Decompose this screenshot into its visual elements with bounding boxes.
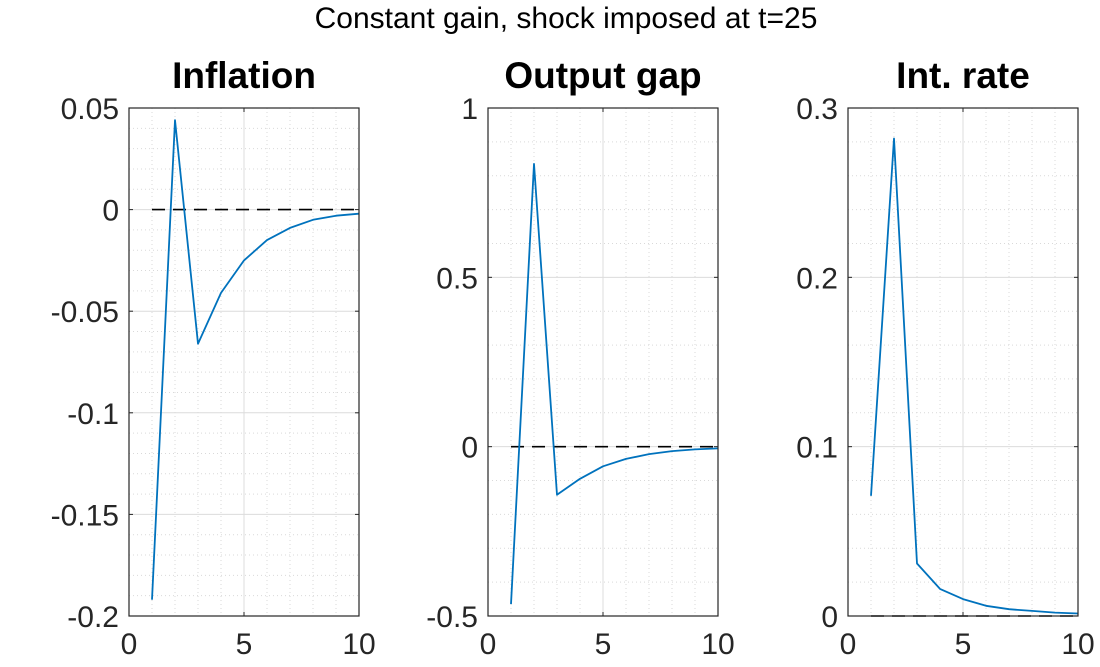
y-tick-label: -0.1 — [67, 398, 119, 431]
x-tick-label: 10 — [1061, 628, 1094, 661]
x-tick-label: 0 — [840, 628, 857, 661]
minor-grid — [488, 108, 718, 616]
panel-inflation: 0 5 10 -0.2 -0.15 -0.1 -0.05 0 0.05 Inflation — [51, 55, 376, 661]
tick-marks — [487, 107, 719, 617]
minor-grid — [848, 108, 1078, 616]
series-line-output-gap — [510, 162, 719, 605]
y-tick-label: 0.3 — [796, 93, 838, 126]
x-tick-label: 5 — [236, 628, 253, 661]
y-tick-label: -0.05 — [51, 296, 119, 329]
x-tick-label: 10 — [701, 628, 734, 661]
y-tick-label: 0.1 — [796, 432, 838, 465]
series-points — [870, 138, 1079, 614]
tick-marks — [128, 107, 360, 617]
series-points — [151, 120, 360, 600]
x-tick-label: 5 — [955, 628, 972, 661]
series-line-inflation — [151, 119, 360, 600]
y-tick-label: 0 — [102, 195, 119, 228]
y-tick-label: -0.5 — [426, 601, 478, 634]
x-tick-label: 10 — [342, 628, 375, 661]
x-tick-label: 0 — [480, 628, 497, 661]
minor-grid — [129, 108, 359, 616]
tick-marks — [847, 107, 1079, 617]
y-tick-label: 0.05 — [61, 93, 119, 126]
y-tick-label: 1 — [461, 93, 478, 126]
y-tick-label: 0.5 — [436, 262, 478, 295]
x-tick-label: 5 — [595, 628, 612, 661]
y-tick-label: 0 — [821, 601, 838, 634]
series-line-int-rate — [870, 137, 1079, 615]
y-tick-label: -0.15 — [51, 499, 119, 532]
major-grid — [848, 108, 1078, 616]
figure-suptitle: Constant gain, shock imposed at t=25 — [315, 2, 818, 35]
panel-title: Inflation — [172, 55, 316, 96]
y-tick-label: 0.2 — [796, 262, 838, 295]
panel-int-rate: 0 5 10 0 0.1 0.2 0.3 Int. rate — [796, 55, 1094, 661]
panel-title: Output gap — [504, 55, 701, 96]
x-tick-label: 0 — [121, 628, 138, 661]
y-tick-label: -0.2 — [67, 601, 119, 634]
panel-title: Int. rate — [896, 55, 1030, 96]
y-tick-label: 0 — [461, 432, 478, 465]
